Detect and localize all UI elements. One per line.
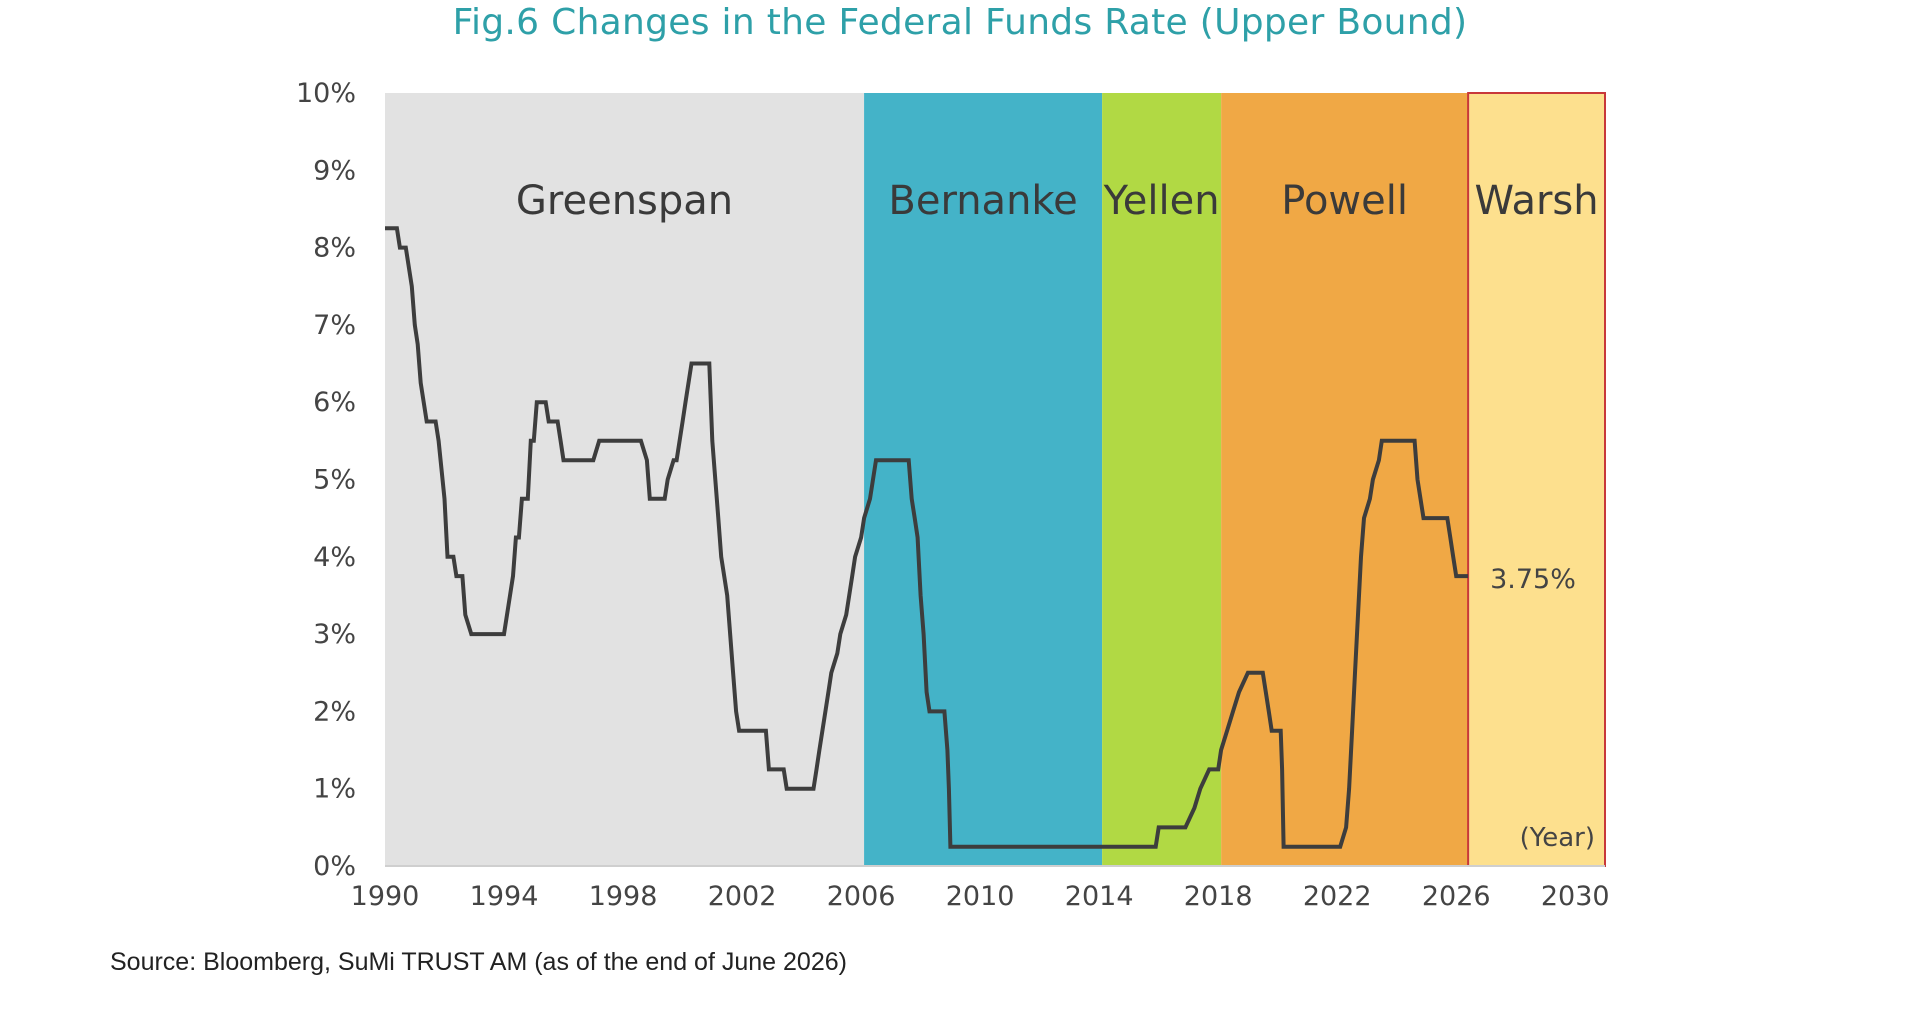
region-label-powell: Powell <box>1281 178 1408 224</box>
region-label-greenspan: Greenspan <box>516 178 733 224</box>
y-tick-labels: 0% 1% 2% 3% 4% 5% 6% 7% 8% 9% 10% <box>296 78 356 882</box>
source-note: Source: Bloomberg, SuMi TRUST AM (as of … <box>110 948 847 976</box>
x-tick-label: 2026 <box>1422 881 1491 912</box>
y-tick-label: 3% <box>313 619 356 650</box>
x-tick-label: 2010 <box>946 881 1015 912</box>
x-tick-label: 2022 <box>1303 881 1372 912</box>
x-tick-label: 1994 <box>470 881 539 912</box>
rate-series <box>385 226 1469 849</box>
x-tick-label: 2006 <box>827 881 896 912</box>
region-powell <box>1221 93 1469 866</box>
tenure-labels: Greenspan Bernanke Yellen Powell Warsh <box>516 178 1599 224</box>
y-tick-label: 0% <box>313 851 356 882</box>
region-label-warsh: Warsh <box>1474 178 1598 224</box>
x-tick-label: 2002 <box>708 881 777 912</box>
y-tick-label: 4% <box>313 542 356 573</box>
x-tick-label: 2018 <box>1184 881 1253 912</box>
series-line-0 <box>385 226 1469 849</box>
y-tick-label: 9% <box>313 155 356 186</box>
x-tick-labels: 1990 1994 1998 2002 2006 2010 2014 2018 2022 2026… <box>351 881 1610 912</box>
region-bernanke <box>864 93 1103 866</box>
region-warsh <box>1467 92 1606 867</box>
x-tick-label: 1990 <box>351 881 420 912</box>
y-tick-label: 10% <box>296 78 356 109</box>
axes: (Year) <box>385 823 1605 867</box>
chart-title: Fig.6 Changes in the Federal Funds Rate … <box>452 2 1468 43</box>
x-tick-label: 2014 <box>1065 881 1134 912</box>
tenure-regions <box>385 92 1606 867</box>
y-tick-label: 7% <box>313 310 356 341</box>
annotations: 3.75% <box>1490 564 1576 595</box>
x-tick-label: 2030 <box>1541 881 1610 912</box>
y-tick-label: 8% <box>313 233 356 264</box>
y-tick-label: 1% <box>313 774 356 805</box>
region-greenspan <box>385 93 865 866</box>
y-tick-label: 6% <box>313 387 356 418</box>
region-label-yellen: Yellen <box>1103 178 1220 224</box>
region-yellen <box>1102 93 1222 866</box>
region-label-bernanke: Bernanke <box>888 178 1077 224</box>
x-axis-label: (Year) <box>1520 823 1595 853</box>
y-tick-label: 5% <box>313 465 356 496</box>
y-tick-label: 2% <box>313 696 356 727</box>
x-tick-label: 1998 <box>589 881 658 912</box>
last-value-label: 3.75% <box>1490 564 1576 595</box>
